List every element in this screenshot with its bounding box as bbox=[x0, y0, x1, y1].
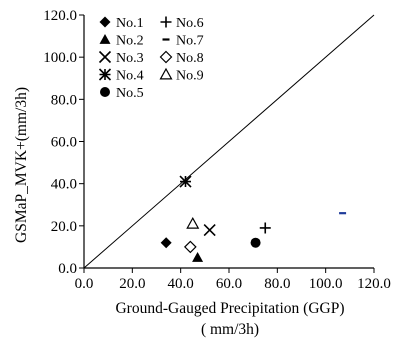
x-tick-label: 100.0 bbox=[309, 276, 343, 292]
legend-label: No.1 bbox=[116, 16, 144, 31]
legend-marker bbox=[98, 50, 112, 64]
legend-label: No.7 bbox=[176, 34, 204, 49]
data-point-no1 bbox=[160, 237, 172, 249]
legend-label: No.5 bbox=[116, 86, 144, 101]
x-tick-label: 60.0 bbox=[216, 276, 242, 292]
plot-area bbox=[83, 14, 375, 269]
data-point-no9 bbox=[186, 216, 200, 229]
y-axis-title: GSMaP_MVK+(mm/3h) bbox=[13, 87, 30, 243]
y-tick-label: 80.0 bbox=[51, 92, 77, 108]
y-tick-label: 20.0 bbox=[51, 219, 77, 235]
y-tick-label: 100.0 bbox=[43, 50, 77, 66]
axes: 0.0 20.0 40.0 60.0 80.0 100.0 120.0 0.0 20.0 40.0… bbox=[43, 8, 391, 292]
x-tick-label: 120.0 bbox=[357, 276, 391, 292]
data-point-no8 bbox=[183, 240, 197, 254]
x-tick-label: 40.0 bbox=[168, 276, 194, 292]
one-to-one-line bbox=[83, 14, 375, 269]
legend-marker bbox=[99, 16, 111, 28]
legend: No.1 No.2 No.3 No.4 No.5 No.6 No.7 No.8 No.9 bbox=[98, 16, 204, 101]
legend-marker bbox=[99, 34, 111, 44]
legend-label: No.9 bbox=[176, 69, 204, 84]
legend-marker bbox=[159, 50, 173, 64]
y-tick-label: 120.0 bbox=[43, 8, 77, 24]
x-axis-title: Ground-Gauged Precipitation (GGP) bbox=[115, 300, 344, 317]
x-tick-label: 20.0 bbox=[119, 276, 145, 292]
legend-label: No.3 bbox=[116, 51, 144, 66]
data-point-no6 bbox=[259, 222, 271, 234]
legend-label: No.2 bbox=[116, 34, 144, 49]
legend-marker bbox=[159, 67, 173, 80]
x-tick-label: 80.0 bbox=[264, 276, 290, 292]
data-point-no5 bbox=[250, 237, 261, 248]
legend-label: No.4 bbox=[116, 69, 144, 84]
legend-label: No.6 bbox=[176, 16, 204, 31]
y-tick-label: 60.0 bbox=[51, 135, 77, 151]
legend-label: No.8 bbox=[176, 51, 204, 66]
data-point-no4 bbox=[179, 175, 192, 188]
x-axis-unit: ( mm/3h) bbox=[201, 321, 259, 338]
data-point-no2 bbox=[192, 251, 204, 262]
legend-marker bbox=[160, 16, 172, 28]
legend-marker bbox=[100, 87, 110, 97]
y-tick-label: 0.0 bbox=[58, 261, 77, 277]
x-tick-label: 0.0 bbox=[75, 276, 94, 292]
legend-marker bbox=[98, 68, 112, 81]
data-point-no3 bbox=[203, 223, 216, 237]
y-tick-label: 40.0 bbox=[51, 177, 77, 193]
